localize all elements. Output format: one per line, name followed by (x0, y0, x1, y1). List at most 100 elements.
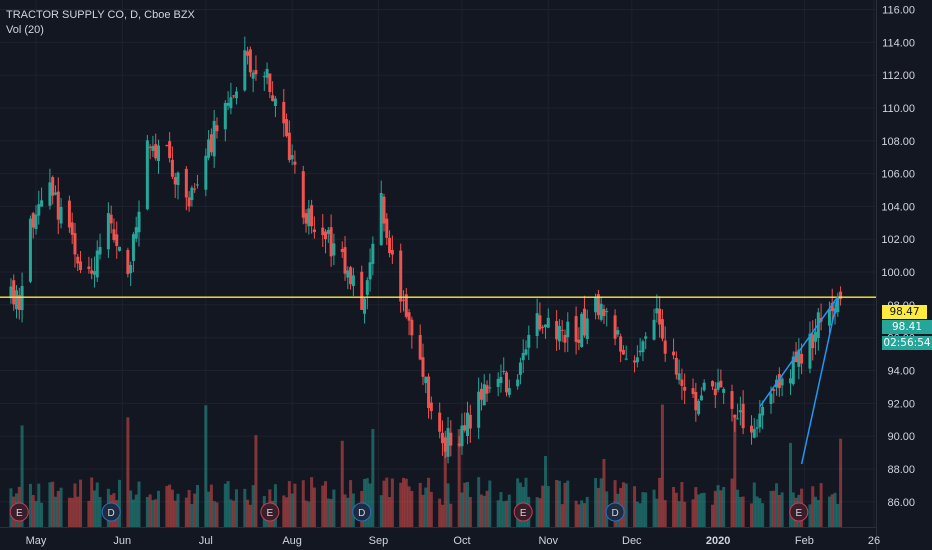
volume-bar (839, 438, 843, 527)
price-tick-label: 110.00 (882, 103, 915, 115)
volume-bar (401, 477, 405, 527)
volume-bar (209, 484, 213, 527)
candle-body (543, 324, 547, 328)
volume-bar (655, 498, 659, 527)
candle-body (371, 243, 375, 264)
volume-bar (730, 478, 734, 527)
candle-body (797, 349, 801, 367)
candle-body (418, 335, 422, 360)
volume-bar (711, 504, 715, 527)
candle-body (254, 70, 258, 75)
volume-bar (496, 500, 500, 527)
candle-body (407, 312, 411, 321)
trendlines[interactable] (759, 296, 839, 465)
last-price-tag: 98.41 (882, 320, 932, 334)
time-tick-label: 26 (868, 535, 880, 547)
candle-body (716, 382, 720, 390)
time-axis[interactable]: May Jun Jul Aug Sep Oct Nov Dec 2020 Feb 26 (26, 535, 881, 547)
volume-bar (215, 502, 219, 527)
candle-body (719, 380, 723, 388)
svg-text:E: E (16, 508, 23, 519)
volume-bar (195, 485, 199, 527)
candle-body (555, 321, 559, 340)
candle-body (621, 349, 625, 355)
volume-bar (780, 492, 784, 527)
candle-body (518, 362, 522, 375)
volume-bar (507, 494, 511, 527)
candle-body (271, 95, 275, 102)
candle-body (40, 200, 44, 207)
volume-bars (9, 404, 843, 527)
candle-body (560, 329, 564, 331)
candle-body (694, 392, 698, 411)
candle-body (106, 213, 110, 250)
candle-body (51, 177, 55, 196)
candle-body (109, 214, 113, 224)
candle-body (814, 331, 818, 342)
candle-body (538, 315, 542, 330)
volume-bar (816, 499, 820, 527)
volume-bar (212, 501, 216, 527)
volume-bar (674, 492, 678, 527)
volume-bar (752, 482, 756, 527)
volume-bar (388, 497, 392, 527)
volume-bar (407, 486, 411, 527)
price-tick-label: 86.00 (887, 497, 915, 509)
volume-bar (769, 490, 773, 527)
candle-body (460, 425, 464, 447)
candle-body (546, 317, 550, 328)
candle-body (324, 231, 328, 240)
candle-body (599, 303, 603, 320)
time-tick-label: Sep (369, 535, 389, 547)
time-tick-label: Dec (622, 535, 642, 547)
candle-body (485, 385, 489, 394)
candle-body (388, 237, 392, 254)
volume-bar (37, 483, 41, 527)
volume-bar (424, 487, 428, 527)
volume-bar (154, 499, 158, 527)
volume-bar (385, 477, 389, 527)
candle-body (722, 388, 726, 393)
price-tick-label: 90.00 (887, 431, 915, 443)
candle-body (382, 196, 386, 224)
candle-body (733, 414, 737, 418)
candle-body (446, 428, 450, 457)
volume-bar (457, 429, 461, 527)
symbol-title[interactable]: TRACTOR SUPPLY CO, D, Cboe BZX (6, 9, 195, 21)
candle-body (658, 308, 662, 325)
candle-body (168, 141, 172, 159)
candle-body (363, 298, 367, 314)
volume-indicator-label[interactable]: Vol (20) (6, 24, 44, 36)
candle-body (151, 146, 155, 151)
candle-body (310, 205, 314, 227)
volume-bar (390, 478, 394, 527)
price-tick-label: 108.00 (881, 136, 915, 148)
candle-body (463, 425, 467, 431)
candle-body (633, 360, 637, 363)
volume-bar (580, 500, 584, 527)
candle-body (521, 352, 525, 361)
candle-body (184, 168, 188, 198)
candle-body (304, 213, 308, 224)
candle-body (619, 336, 623, 352)
candle-body (59, 206, 63, 224)
price-axis[interactable]: 116.00 114.00 112.00 110.00 108.00 106.00 104.… (881, 5, 915, 509)
candle-body (488, 387, 492, 389)
volume-bar (326, 498, 330, 527)
volume-bar (702, 492, 706, 527)
candle-body (379, 193, 383, 246)
volume-bar (663, 500, 667, 527)
volume-bar (683, 501, 687, 527)
candle-body (410, 319, 414, 336)
volume-bar (410, 490, 414, 527)
volume-bar (282, 495, 286, 527)
volume-bar (482, 495, 486, 527)
candle-body (502, 370, 506, 372)
candle-body (827, 309, 831, 326)
candle-body (404, 294, 408, 317)
volume-bar (349, 480, 353, 527)
volume-bar (446, 483, 450, 527)
candle-body (154, 144, 158, 159)
candle-body (594, 296, 598, 313)
